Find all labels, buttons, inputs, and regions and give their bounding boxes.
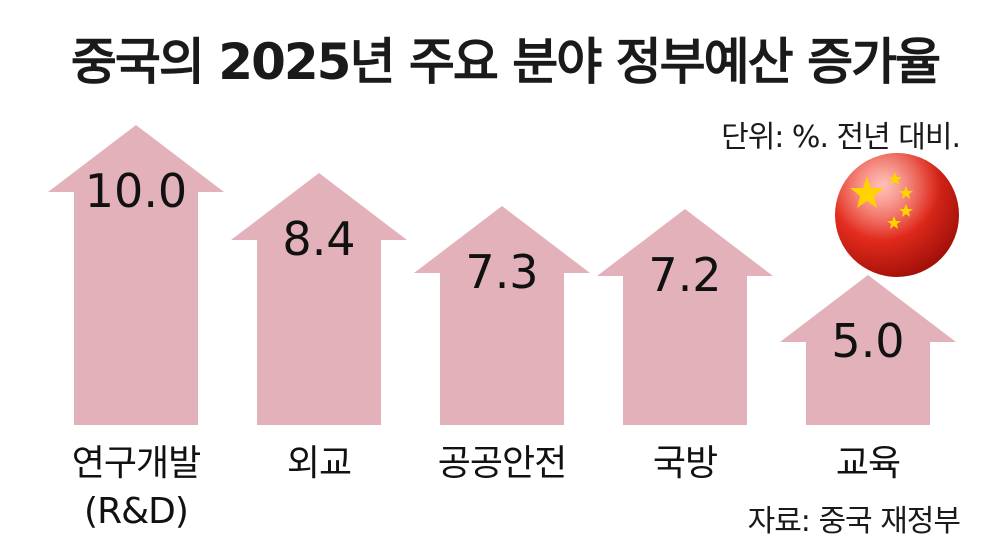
category-label-1-line-2: (R&D): [84, 491, 188, 532]
arrow-bar-2: [231, 173, 407, 425]
value-label-4: 7.2: [648, 248, 721, 302]
arrow-bar-1: [48, 125, 224, 425]
category-label-3: 공공안전: [438, 443, 566, 484]
category-label-2: 외교: [287, 443, 351, 484]
category-label-4: 국방: [653, 443, 717, 484]
value-label-1: 10.0: [85, 164, 187, 218]
category-label-5: 교육: [836, 443, 900, 484]
arrow-bar-4: [597, 209, 773, 425]
source-note: 자료: 중국 재정부: [747, 504, 961, 539]
value-label-2: 8.4: [282, 212, 355, 266]
arrow-bar-3: [414, 206, 590, 425]
chart-title: 중국의 2025년 주요 분야 정부예산 증가율: [70, 33, 941, 91]
category-label-1: 연구개발: [72, 443, 200, 484]
arrow-bar-5: [780, 275, 956, 425]
unit-note: 단위: %. 전년 대비.: [721, 120, 961, 155]
china-flag-icon: [835, 153, 959, 277]
value-label-5: 5.0: [831, 314, 904, 368]
value-label-3: 7.3: [465, 245, 538, 299]
